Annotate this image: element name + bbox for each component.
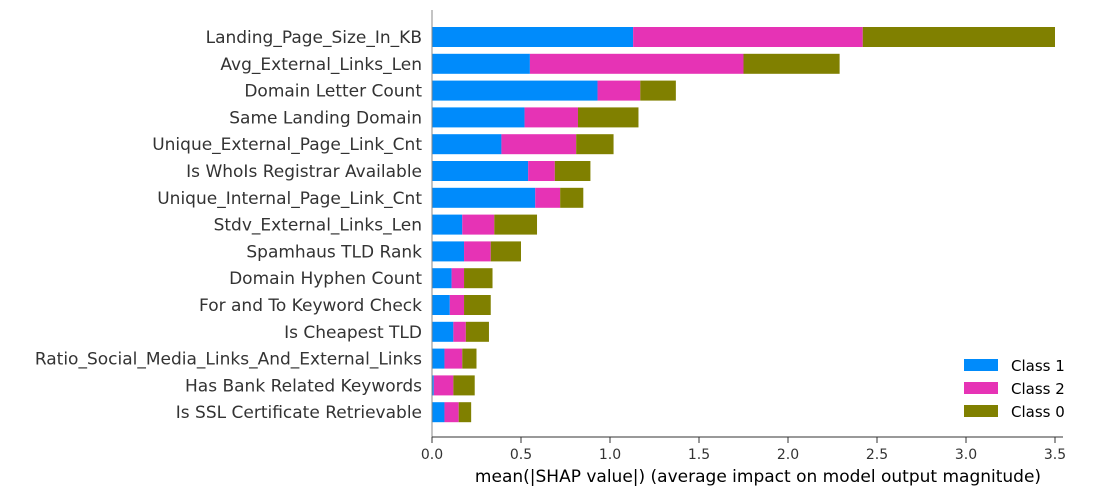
bar-segment-class-2-13 — [433, 375, 454, 396]
bar-segment-class-0-1 — [743, 53, 840, 74]
x-tick-label: 0.0 — [421, 447, 443, 463]
bar-segment-class-1-9 — [432, 268, 452, 289]
feature-label: Is Cheapest TLD — [284, 323, 422, 343]
bar-segment-class-0-13 — [453, 375, 475, 396]
bar-segment-class-0-3 — [577, 107, 639, 128]
bar-segment-class-1-7 — [432, 214, 463, 235]
bar-segment-class-1-12 — [432, 348, 445, 369]
legend-label: Class 1 — [1011, 357, 1065, 375]
bar-segment-class-1-11 — [432, 321, 454, 342]
feature-label: Stdv_External_Links_Len — [214, 216, 422, 236]
bar-segment-class-2-7 — [462, 214, 495, 235]
bar-segment-class-0-4 — [576, 134, 614, 155]
bar-segment-class-1-13 — [432, 375, 434, 396]
x-axis-title: mean(|SHAP value|) (average impact on mo… — [475, 467, 1041, 487]
x-tick-label: 3.5 — [1044, 447, 1066, 463]
feature-labels-group: Landing_Page_Size_In_KB Avg_External_Link… — [35, 28, 423, 423]
bar-segment-class-2-1 — [529, 53, 744, 74]
bar-segment-class-1-5 — [432, 161, 529, 181]
bar-segment-class-1-0 — [432, 27, 634, 47]
feature-label: Is WhoIs Registrar Available — [186, 162, 422, 182]
bar-segment-class-1-14 — [432, 402, 445, 423]
bar-segment-class-2-4 — [501, 134, 577, 155]
legend-label: Class 0 — [1011, 403, 1065, 421]
feature-label: Spamhaus TLD Rank — [246, 242, 422, 262]
feature-label: Has Bank Related Keywords — [185, 376, 422, 396]
x-tick-label: 0.5 — [510, 447, 532, 463]
bar-segment-class-0-8 — [490, 241, 521, 262]
feature-label: Unique_Internal_Page_Link_Cnt — [157, 189, 422, 209]
bar-segment-class-1-8 — [432, 241, 465, 262]
bar-segment-class-0-7 — [494, 214, 538, 235]
legend-swatch-class-2 — [964, 382, 998, 394]
bar-segment-class-1-6 — [432, 187, 536, 208]
x-ticks-group: 0.0 0.5 1.0 1.5 2.0 2.5 3.0 3.5 — [421, 437, 1066, 463]
bar-segment-class-2-12 — [444, 348, 463, 369]
bar-segment-class-0-0 — [862, 27, 1055, 47]
bar-segment-class-1-2 — [432, 80, 598, 101]
bar-segment-class-2-14 — [444, 402, 459, 423]
x-tick-label: 2.5 — [866, 447, 888, 463]
legend-label: Class 2 — [1011, 380, 1065, 398]
bar-segment-class-2-2 — [597, 80, 641, 101]
bar-segment-class-0-10 — [464, 295, 491, 315]
feature-label: Unique_External_Page_Link_Cnt — [152, 135, 422, 155]
bar-segment-class-0-11 — [465, 321, 489, 342]
bars-group — [432, 27, 1055, 423]
feature-label: Is SSL Certificate Retrievable — [176, 403, 422, 423]
bar-segment-class-0-2 — [640, 80, 676, 101]
bar-segment-class-1-4 — [432, 134, 502, 155]
legend: Class 1 Class 2 Class 0 — [964, 357, 1065, 421]
x-tick-label: 1.5 — [688, 447, 710, 463]
bar-segment-class-1-3 — [432, 107, 525, 128]
x-tick-label: 3.0 — [955, 447, 977, 463]
legend-swatch-class-1 — [964, 359, 998, 371]
bar-segment-class-2-5 — [528, 161, 555, 181]
bar-segment-class-2-0 — [633, 27, 863, 47]
feature-label: Landing_Page_Size_In_KB — [206, 28, 422, 48]
bar-segment-class-0-14 — [458, 402, 472, 423]
bar-segment-class-2-10 — [449, 295, 465, 315]
feature-label: Avg_External_Links_Len — [220, 55, 422, 75]
bar-segment-class-0-6 — [560, 187, 584, 208]
bar-segment-class-2-6 — [535, 187, 561, 208]
bar-segment-class-2-3 — [524, 107, 578, 128]
legend-swatch-class-0 — [964, 405, 998, 417]
bar-segment-class-0-5 — [554, 161, 591, 181]
feature-label: Domain Hyphen Count — [229, 269, 422, 289]
feature-label: Ratio_Social_Media_Links_And_External_Li… — [35, 350, 422, 370]
x-tick-label: 2.0 — [777, 447, 799, 463]
bar-segment-class-0-12 — [462, 348, 477, 369]
feature-label: For and To Keyword Check — [199, 296, 422, 316]
bar-segment-class-2-8 — [464, 241, 491, 262]
feature-label: Domain Letter Count — [244, 82, 422, 102]
bar-segment-class-0-9 — [464, 268, 493, 289]
bar-segment-class-1-10 — [432, 295, 450, 315]
feature-label: Same Landing Domain — [229, 108, 422, 128]
bar-segment-class-1-1 — [432, 53, 530, 74]
x-tick-label: 1.0 — [599, 447, 621, 463]
bar-segment-class-2-9 — [451, 268, 465, 289]
bar-segment-class-2-11 — [453, 321, 466, 342]
